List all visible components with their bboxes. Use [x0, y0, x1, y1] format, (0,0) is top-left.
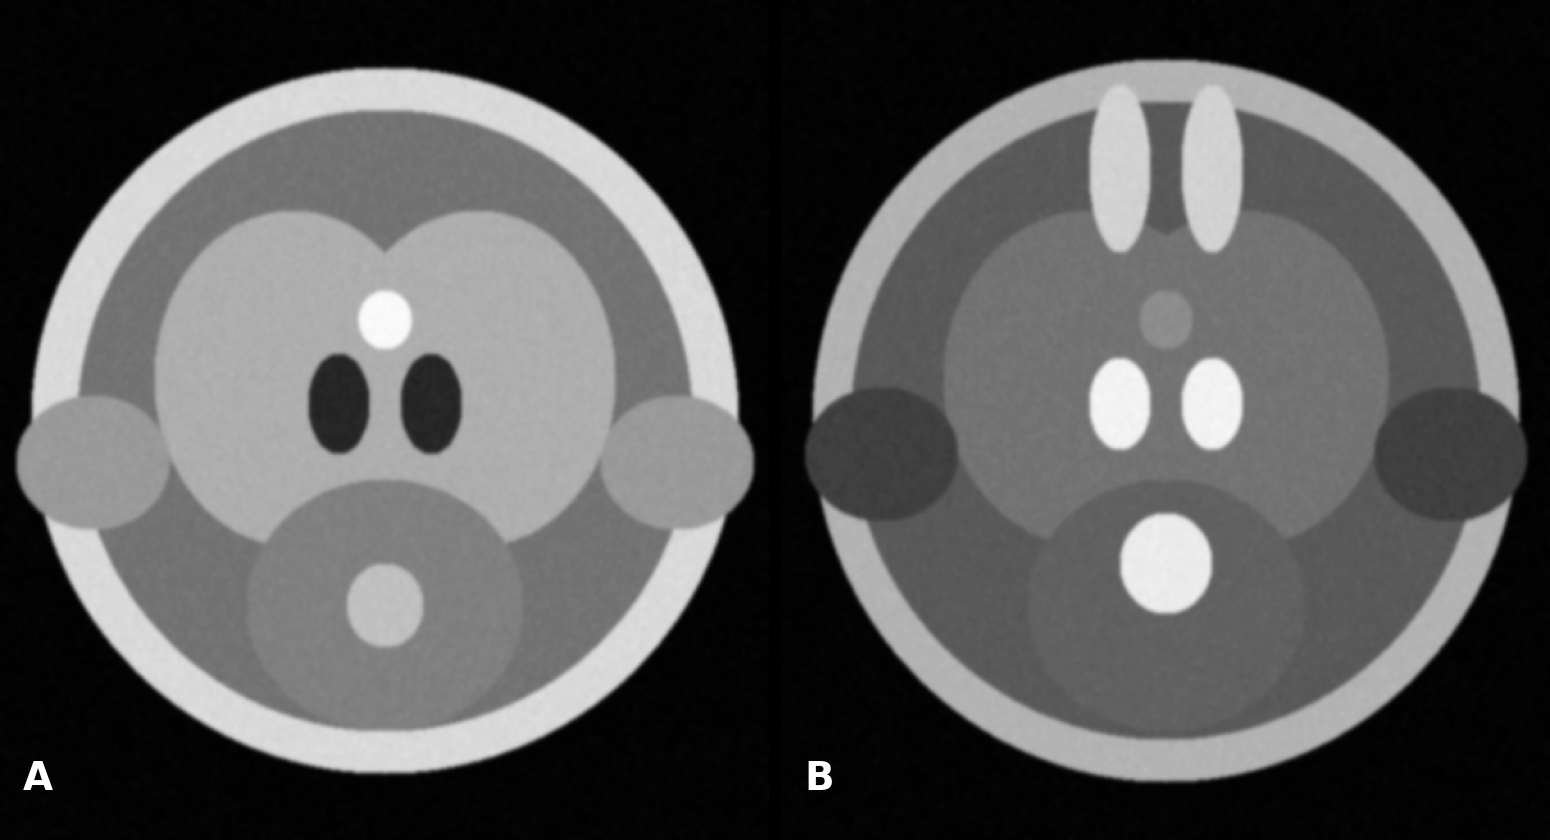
Text: A: A	[23, 760, 53, 798]
Text: B: B	[804, 760, 834, 798]
